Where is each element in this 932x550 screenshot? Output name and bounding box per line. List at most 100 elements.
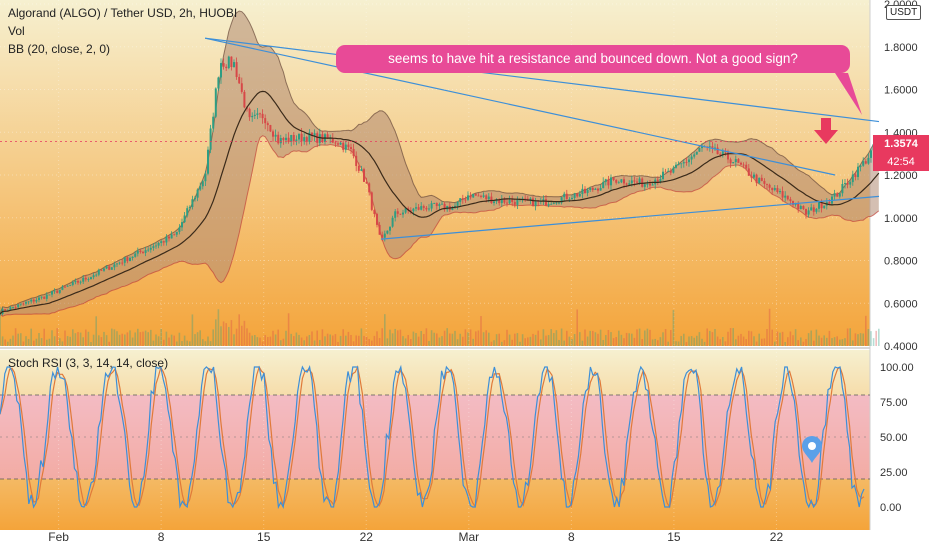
candle-body <box>638 178 641 183</box>
candle-body <box>500 199 503 204</box>
candle-body <box>677 164 680 165</box>
candle-body <box>599 188 602 191</box>
volume-bar <box>399 329 402 346</box>
volume-bar <box>563 340 565 346</box>
volume-bar <box>428 341 430 346</box>
volume-bar <box>160 328 162 346</box>
candle-body <box>669 170 672 173</box>
trendline <box>205 37 880 123</box>
candle-body <box>66 285 69 287</box>
volume-bar <box>196 332 199 346</box>
candle-body <box>584 188 586 193</box>
volume-bar <box>207 336 209 346</box>
candle-body <box>425 207 428 210</box>
candle-body <box>355 155 358 166</box>
volume-bar <box>558 339 560 346</box>
volume-bar <box>111 328 113 346</box>
volume-bar <box>818 335 820 346</box>
volume-bar <box>581 340 584 346</box>
volume-bar <box>339 335 342 346</box>
volume-bar <box>157 336 160 346</box>
candle-body <box>9 307 12 311</box>
candle-body <box>576 193 579 197</box>
volume-bar <box>651 339 654 346</box>
candle-body <box>92 275 95 278</box>
volume-bar <box>113 329 116 346</box>
volume-bar <box>550 329 552 346</box>
candle-body <box>737 159 740 163</box>
candle-body <box>459 198 462 202</box>
volume-bar <box>259 337 261 346</box>
volume-bar <box>878 328 880 346</box>
volume-bar <box>261 341 264 346</box>
candle-body <box>474 193 477 196</box>
candle-body <box>12 307 14 309</box>
volume-bar <box>217 309 220 346</box>
candle-body <box>389 226 391 231</box>
candle-body <box>131 256 134 258</box>
candle-body <box>14 307 17 309</box>
candle-body <box>513 201 516 205</box>
candle-body <box>160 241 163 244</box>
candle-body <box>165 236 168 243</box>
candle-body <box>396 211 399 214</box>
volume-bar <box>293 336 295 346</box>
volume-bar <box>576 309 578 346</box>
volume-bar <box>290 333 292 346</box>
candle-body <box>170 234 173 239</box>
candle-body <box>789 199 792 202</box>
volume-bar <box>493 340 495 346</box>
volume-bar <box>347 331 350 346</box>
volume-bar <box>12 335 14 346</box>
candle-body <box>404 208 407 213</box>
candle-body <box>649 183 651 186</box>
volume-bar <box>173 335 175 346</box>
candle-body <box>433 203 436 204</box>
candle-body <box>300 133 303 142</box>
volume-bar <box>521 334 524 346</box>
candle-body <box>461 198 464 200</box>
candle-body <box>368 183 371 193</box>
candle-body <box>625 183 628 185</box>
volume-bar <box>202 339 204 346</box>
volume-bar <box>438 337 441 346</box>
volume-bar <box>748 330 750 346</box>
candle-body <box>105 266 108 269</box>
volume-bar <box>72 329 74 346</box>
candle-body <box>61 286 64 290</box>
volume-bar <box>462 336 464 346</box>
volume-bar <box>763 338 766 346</box>
volume-bar <box>859 333 862 346</box>
currency-badge[interactable]: USDT <box>886 5 922 20</box>
volume-bar <box>191 314 194 346</box>
volume-bar <box>334 334 337 346</box>
candle-body <box>269 125 272 132</box>
candle-body <box>235 62 238 77</box>
candle-body <box>464 199 467 201</box>
volume-bar <box>618 330 620 346</box>
candle-body <box>311 132 313 136</box>
volume-bar <box>654 338 656 346</box>
volume-bar <box>605 335 607 346</box>
candle-body <box>155 245 157 247</box>
y-tick-label-main: 0.4000 <box>884 341 918 353</box>
volume-bar <box>745 339 747 346</box>
volume-bar <box>854 333 857 346</box>
volume-bar <box>394 328 396 346</box>
volume-bar <box>826 337 828 346</box>
volume-bar <box>243 320 246 346</box>
candle-body <box>290 135 293 142</box>
volume-bar <box>807 333 810 346</box>
candle-body <box>256 113 259 115</box>
candle-body <box>867 157 870 164</box>
volume-bar <box>230 320 233 346</box>
volume-bar <box>602 340 604 346</box>
volume-bar <box>220 326 222 346</box>
volume-bar <box>27 339 30 346</box>
volume-bar <box>586 336 589 346</box>
candle-body <box>383 233 386 238</box>
volume-bar <box>241 325 243 346</box>
candle-body <box>758 177 761 183</box>
annotation-callout[interactable]: seems to have hit a resistance and bounc… <box>336 45 850 73</box>
